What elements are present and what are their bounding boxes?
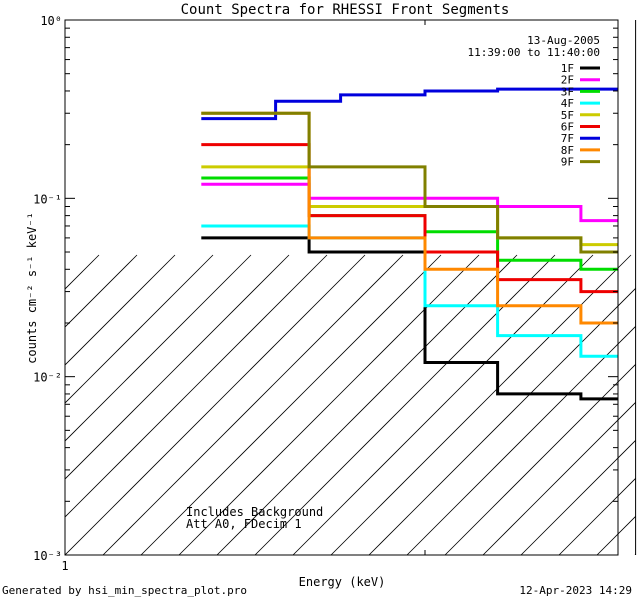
legend-label-8f: 8F <box>561 144 574 157</box>
legend-label-9f: 9F <box>561 156 574 169</box>
footer-timestamp: 12-Apr-2023 14:29 <box>519 584 632 597</box>
y-tick-label: 10⁰ <box>40 14 62 28</box>
chart-title: Count Spectra for RHESSI Front Segments <box>181 2 510 18</box>
annotation-background: Includes Background <box>186 505 323 519</box>
legend-label-6f: 6F <box>561 121 574 134</box>
legend-label-1f: 1F <box>561 62 574 75</box>
series-line-3f <box>201 176 618 271</box>
x-tick-label: 1 <box>61 559 68 573</box>
series-line-9f <box>201 111 618 254</box>
time-range-label: 11:39:00 to 11:40:00 <box>468 46 600 59</box>
legend-label-2f: 2F <box>561 74 574 87</box>
hatch-line <box>368 287 636 555</box>
hatch-line <box>65 254 366 555</box>
series-layer <box>201 87 618 401</box>
hatch-line <box>65 254 214 404</box>
plot-frame <box>64 19 619 556</box>
hatch-line <box>520 439 636 555</box>
y-tick-label: 10⁻¹ <box>33 192 62 206</box>
x-axis-label: Energy (keV) <box>299 575 386 589</box>
y-tick-label: 10⁻³ <box>33 549 62 563</box>
legend-label-5f: 5F <box>561 109 574 122</box>
hatch-line <box>482 401 636 555</box>
legend-label-3f: 3F <box>561 85 574 98</box>
hatch-line <box>65 254 328 518</box>
hatch-line <box>65 254 138 328</box>
hatch-line <box>102 254 404 555</box>
annotation-attenuator: Att A0, FDecim 1 <box>186 517 302 531</box>
series-line-8f <box>201 111 618 325</box>
hatch-line <box>406 325 636 555</box>
series-line-6f <box>201 143 618 294</box>
footer-generated-by: Generated by hsi_min_spectra_plot.pro <box>2 584 247 597</box>
legend-label-7f: 7F <box>561 132 574 145</box>
y-axis: 10⁰ 10⁻¹ 10⁻² 10⁻³ <box>33 14 618 563</box>
hatch-line <box>558 477 636 555</box>
y-tick-label: 10⁻² <box>33 371 62 385</box>
series-line-1f <box>201 236 618 401</box>
hatch-line <box>140 254 442 555</box>
hatch-line <box>65 254 252 442</box>
legend-label-4f: 4F <box>561 97 574 110</box>
hatch-line <box>65 254 290 480</box>
hatch-line <box>65 254 176 366</box>
date-label: 13-Aug-2005 <box>527 34 600 47</box>
y-axis-label: counts cm⁻² s⁻¹ keV⁻¹ <box>25 212 39 364</box>
series-line-4f <box>201 224 618 358</box>
hatch-line <box>444 363 636 555</box>
